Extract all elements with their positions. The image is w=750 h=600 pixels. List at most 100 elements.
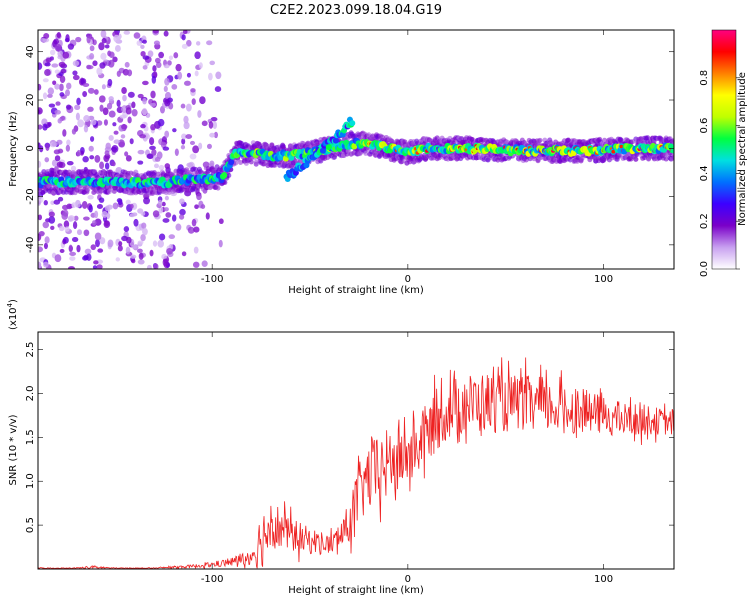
spectrogram-noise-cell xyxy=(208,72,213,81)
spectrogram-noise-cell xyxy=(175,63,182,72)
spectrogram-noise-cell xyxy=(215,71,222,80)
spectrogram-noise-cell xyxy=(54,83,60,90)
spectrogram-noise-cell xyxy=(164,77,170,86)
spectrogram-noise-cell xyxy=(39,145,44,153)
x-tick-label: -100 xyxy=(201,274,224,285)
spectrogram-noise-cell xyxy=(93,89,99,95)
spectrogram-noise-cell xyxy=(68,244,73,253)
snr-ylabel: SNR (10 * v/v) xyxy=(8,414,19,485)
spectrogram-noise-cell xyxy=(158,233,166,241)
spectrogram-noise-cell xyxy=(140,44,145,50)
spectrogram-noise-cell xyxy=(186,39,192,47)
spectrogram-noise-cell xyxy=(127,69,133,77)
spectrogram-noise-cell xyxy=(146,264,152,269)
colorbar-tick-label: 0.2 xyxy=(699,213,710,229)
spectrogram-noise-cell xyxy=(120,134,126,139)
spectrogram-noise-cell xyxy=(189,153,197,160)
spectrogram-noise-cell xyxy=(104,205,110,212)
spectrogram-noise-cell xyxy=(121,87,127,94)
spectrogram-noise-cell xyxy=(157,239,164,248)
spectrogram-noise-cell xyxy=(125,246,131,255)
spectrogram-noise-cell xyxy=(62,51,70,59)
spectrogram-noise-cell xyxy=(62,129,67,137)
spectrogram-noise-cell xyxy=(209,132,216,138)
spectrogram-noise-cell xyxy=(94,210,99,219)
spectrogram-noise-cell xyxy=(153,263,159,269)
spectrogram-noise-cell xyxy=(66,161,74,166)
spectrogram-noise-cell xyxy=(72,74,80,81)
x-tick-label: 100 xyxy=(594,274,613,285)
spectrogram-noise-cell xyxy=(56,161,63,168)
spectrogram-noise-cell xyxy=(119,114,127,119)
spectrogram-noise-cell xyxy=(156,151,163,160)
spectrogram-noise-cell xyxy=(42,78,49,83)
x-tick-label: 100 xyxy=(594,574,613,585)
spectrogram-noise-cell xyxy=(168,55,174,61)
spectrogram-noise-cell xyxy=(43,242,48,250)
spectrogram-noise-cell xyxy=(104,162,110,170)
spectrogram-ridge-cell xyxy=(670,147,674,154)
spectrogram-noise-cell xyxy=(64,226,70,232)
spectrogram-noise-cell xyxy=(47,87,55,95)
spectrogram-noise-cell xyxy=(45,57,52,63)
spectrogram-noise-cell xyxy=(111,161,116,167)
spectrogram-noise-cell xyxy=(57,118,63,124)
spectrogram-noise-cell xyxy=(108,135,114,141)
snr-series-line xyxy=(38,357,674,569)
spectrogram-noise-cell xyxy=(162,258,169,267)
spectrogram-noise-cell xyxy=(198,62,203,69)
spectrogram-noise-cell xyxy=(118,241,123,247)
spectrogram-noise-cell xyxy=(183,80,191,86)
spectrogram-noise-cell xyxy=(214,86,222,93)
spectrogram-noise-cell xyxy=(95,239,100,248)
spectrogram-noise-cell xyxy=(172,128,177,133)
spectrogram-noise-cell xyxy=(111,145,119,153)
spectrogram-noise-cell xyxy=(175,223,182,231)
spectrogram-noise-cell xyxy=(66,82,72,90)
spectrogram-noise-cell xyxy=(102,107,109,116)
colorbar-tick-label: 0.8 xyxy=(699,70,710,86)
spectrogram-noise-cell xyxy=(93,260,99,265)
spectrogram-noise-cell xyxy=(129,203,134,209)
spectrogram-noise-cell xyxy=(38,261,42,269)
spectrogram-noise-cell xyxy=(76,244,81,253)
spectrogram-noise-cell xyxy=(149,137,155,146)
spectrogram-noise-cell xyxy=(54,166,59,172)
y-tick-label: 1.5 xyxy=(25,429,36,445)
spectrogram-noise-cell xyxy=(201,120,208,127)
spectrogram-halo-cell xyxy=(537,137,543,143)
spectrogram-noise-cell xyxy=(76,97,81,106)
spectrogram-noise-cell xyxy=(116,70,121,77)
spectrogram-noise-cell xyxy=(54,109,61,115)
spectrogram-noise-cell xyxy=(104,44,110,49)
spectrogram-noise-cell xyxy=(107,239,114,248)
spectrogram-ridge-cell xyxy=(221,172,228,179)
spectrogram-noise-cell xyxy=(152,210,160,218)
spectrogram-halo-cell xyxy=(151,170,157,176)
spectrogram-noise-cell xyxy=(38,200,41,206)
y-tick-label: 20 xyxy=(25,94,36,107)
spectrogram-noise-cell xyxy=(72,70,78,76)
spectrogram-noise-cell xyxy=(130,258,136,264)
spectrogram-noise-cell xyxy=(104,220,110,227)
spectrogram-branch-cell xyxy=(349,120,356,127)
spectrogram-noise-cell xyxy=(161,201,166,207)
spectrogram-noise-cell xyxy=(212,121,218,129)
spectrogram-noise-cell xyxy=(115,257,121,262)
spectrogram-noise-cell xyxy=(147,50,154,58)
spectrogram-noise-cell xyxy=(43,200,48,206)
spectrogram-noise-cell xyxy=(91,220,97,226)
spectrogram-halo-cell xyxy=(548,139,554,145)
spectrogram-halo-cell xyxy=(645,135,651,141)
spectrogram-noise-cell xyxy=(164,130,170,138)
spectrogram-noise-cell xyxy=(163,64,170,69)
y-tick-label: 2.0 xyxy=(25,385,36,401)
colorbar-label: Normalized spectral amplitude xyxy=(737,72,748,226)
spectrogram-noise-cell xyxy=(59,248,65,254)
spectrogram-noise-cell xyxy=(194,204,199,210)
spectrogram-noise-cell xyxy=(162,146,170,151)
snr-xlabel: Height of straight line (km) xyxy=(288,585,424,596)
spectrogram-noise-cell xyxy=(161,136,167,144)
spectrogram-noise-cell xyxy=(97,248,104,253)
spectrogram-noise-cell xyxy=(186,162,194,168)
